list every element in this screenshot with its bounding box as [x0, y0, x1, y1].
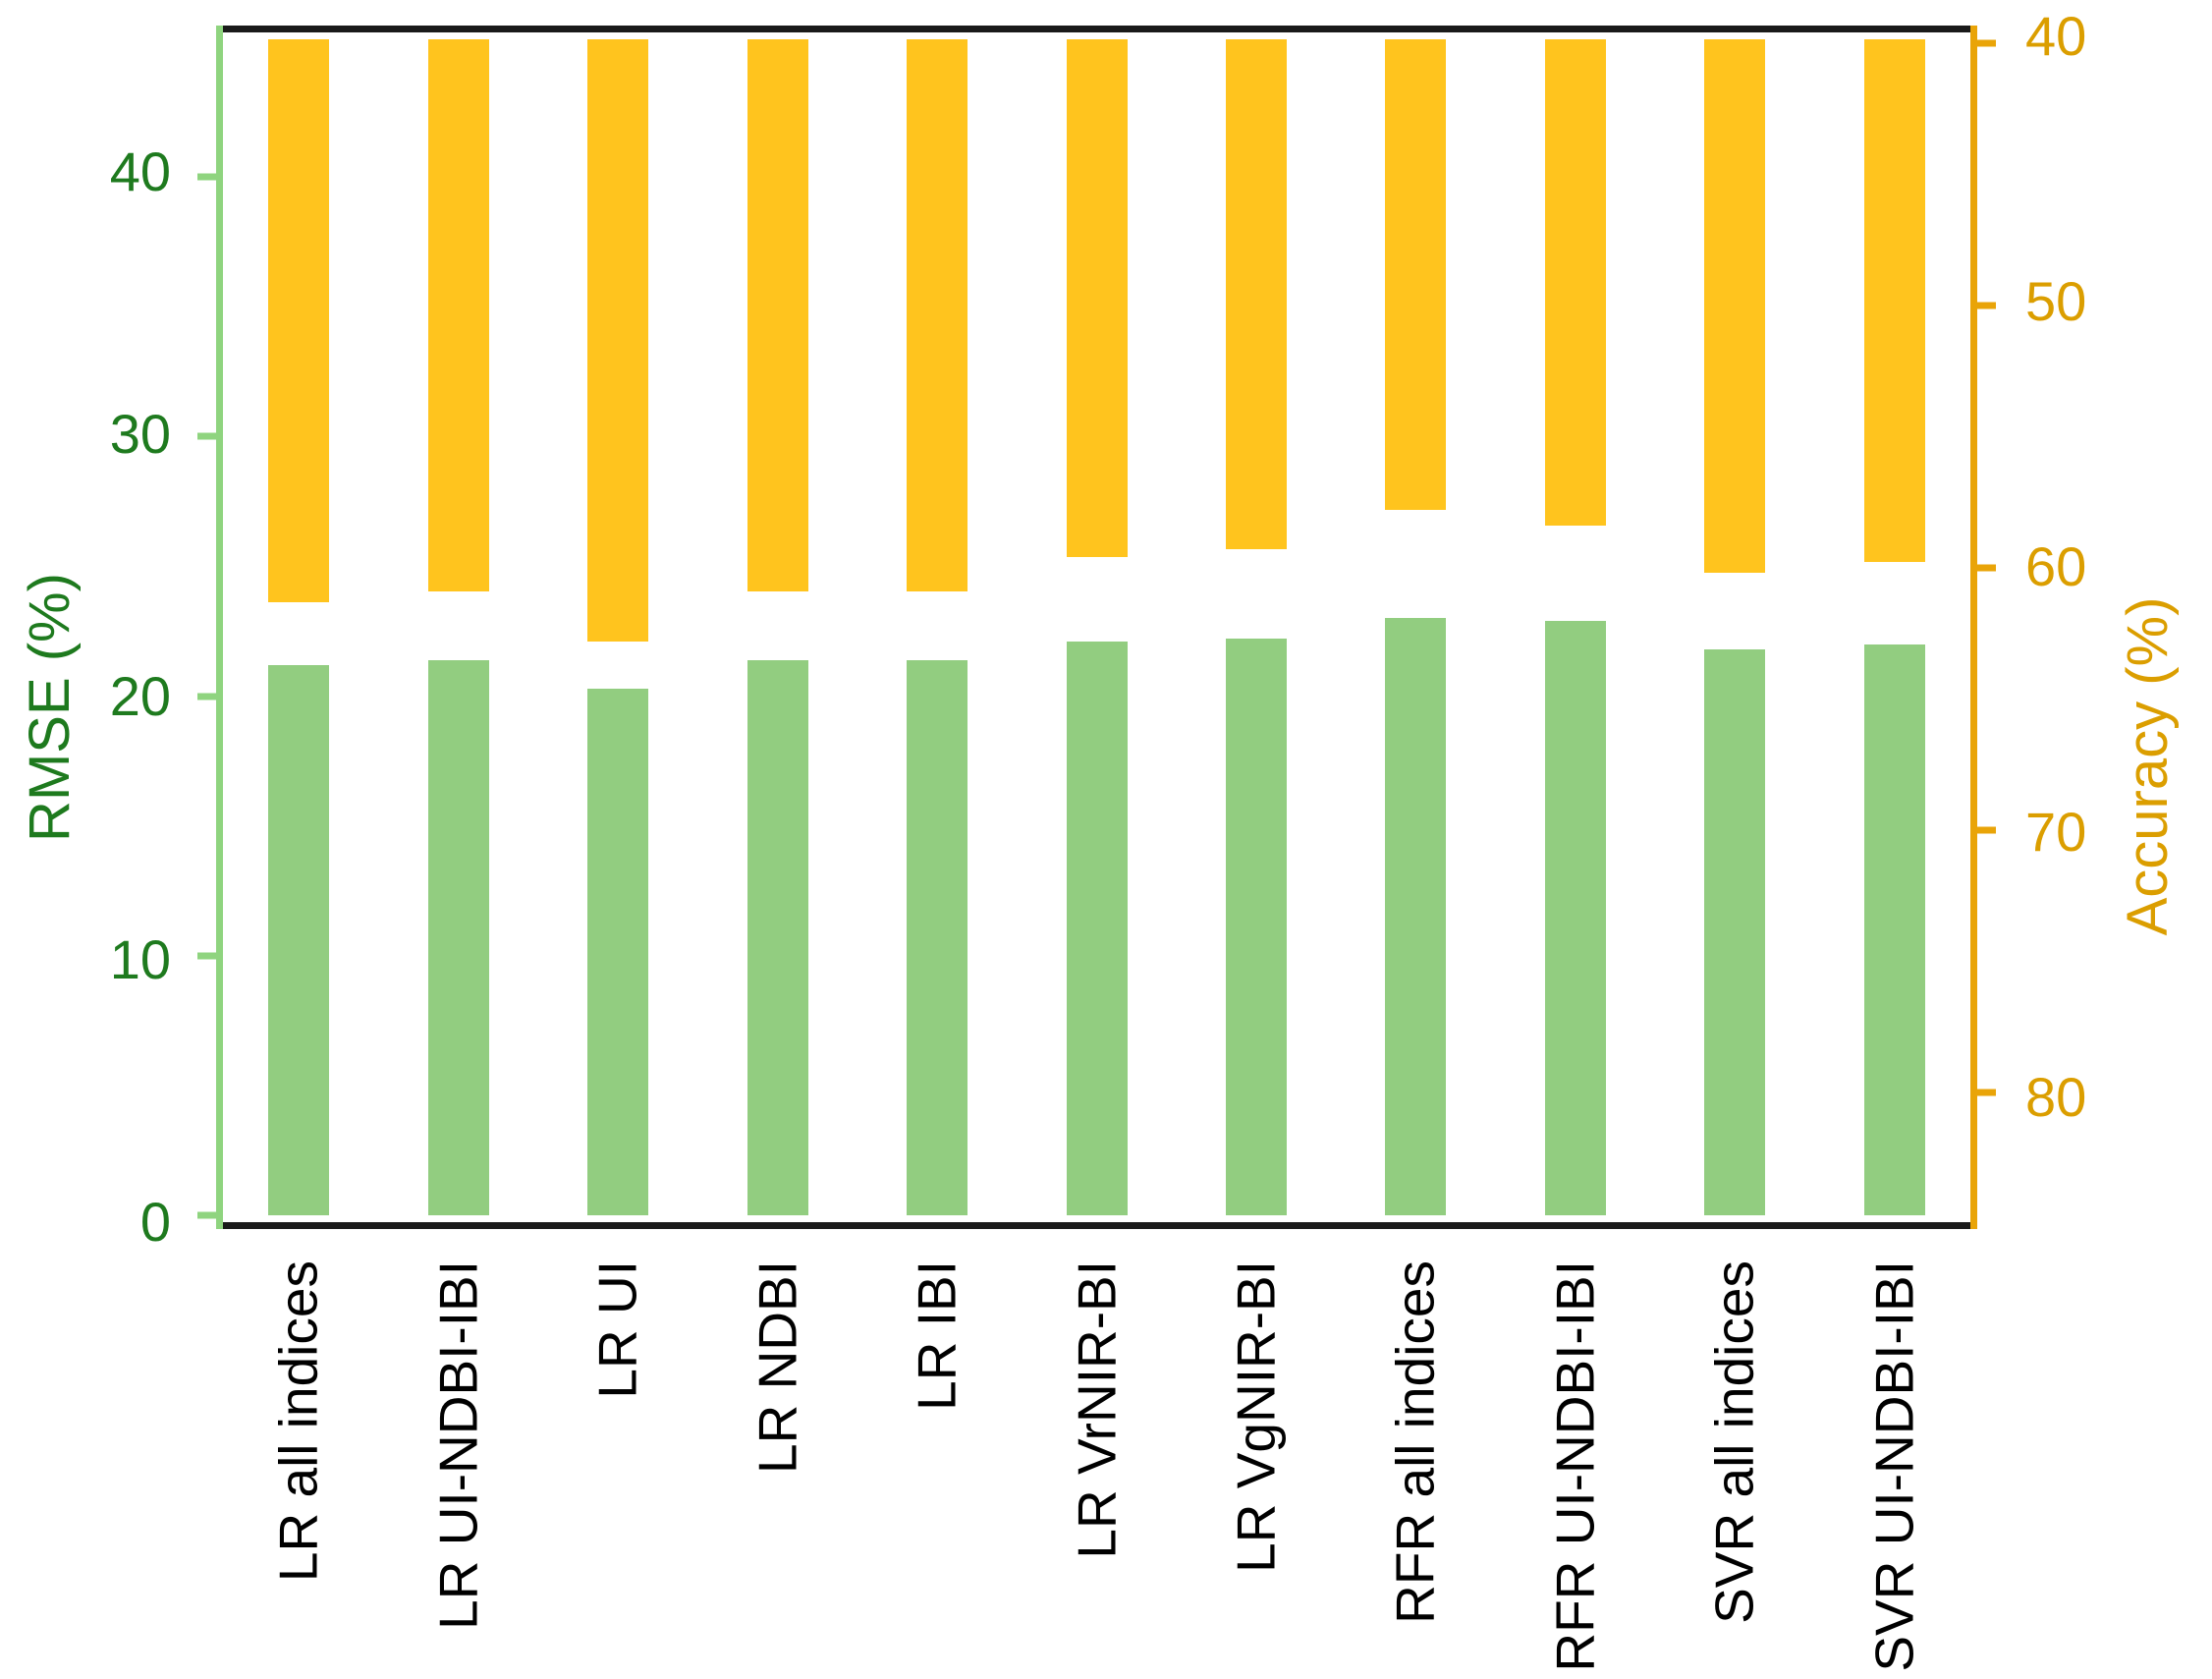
accuracy-bar	[907, 39, 968, 591]
x-axis-label: LR all indices	[267, 1260, 329, 1583]
x-axis-label: LR UI	[586, 1260, 648, 1399]
rmse-bar	[1544, 620, 1606, 1215]
right-axis-tick	[1977, 302, 1996, 309]
rmse-bar	[427, 659, 489, 1215]
left-axis-tick	[197, 173, 216, 181]
right-axis-tick-label: 50	[2025, 270, 2087, 333]
accuracy-bar	[1544, 39, 1606, 527]
accuracy-bar	[268, 39, 330, 602]
left-axis-tick	[197, 1211, 216, 1219]
rmse-bar	[268, 664, 330, 1215]
left-axis-tick	[197, 693, 216, 700]
left-axis-tick-labels: 0 10 20 30 40	[0, 32, 175, 1249]
rmse-bar	[1385, 618, 1447, 1215]
accuracy-bar	[587, 39, 649, 642]
left-axis-tick-label: 10	[109, 927, 171, 990]
plot-area	[197, 26, 1996, 1229]
accuracy-bar	[747, 39, 808, 591]
accuracy-bar	[427, 39, 489, 591]
left-axis-tick-label: 20	[109, 665, 171, 728]
rmse-bar	[587, 688, 649, 1215]
right-axis-tick-label: 80	[2025, 1066, 2087, 1129]
right-axis-tick	[1977, 564, 1996, 572]
right-axis-tick-label: 70	[2025, 801, 2087, 864]
x-axis-label: LR VgNIR-BI	[1225, 1260, 1287, 1573]
rmse-bar	[747, 659, 808, 1215]
left-axis-tick-label: 0	[139, 1191, 171, 1253]
rmse-bar	[1863, 644, 1925, 1215]
right-axis-tick-label: 60	[2025, 535, 2087, 598]
accuracy-bar	[1385, 39, 1447, 511]
x-axis-label: RFR UI-NDBI-IBI	[1544, 1260, 1606, 1672]
right-axis-line	[1970, 26, 1977, 1229]
x-axis-label: LR UI-NDBI-IBI	[427, 1260, 489, 1630]
rmse-bar	[907, 659, 968, 1215]
right-axis-tick	[1977, 39, 1996, 47]
x-axis-label: RFR all indices	[1384, 1260, 1446, 1624]
rmse-bar	[1066, 641, 1128, 1215]
left-axis-tick	[197, 432, 216, 440]
x-axis-label: SVR all indices	[1703, 1260, 1765, 1624]
right-axis-tick	[1977, 1089, 1996, 1096]
right-axis-tick-labels: 40 50 60 70 80	[2025, 8, 2192, 1222]
right-axis-tick	[1977, 826, 1996, 834]
x-axis-label: LR IBI	[906, 1260, 968, 1411]
left-axis-tick-label: 30	[109, 402, 171, 465]
left-axis-tick-label: 40	[109, 140, 171, 202]
left-axis-tick	[197, 952, 216, 960]
accuracy-bar	[1863, 39, 1925, 563]
x-axis-label: SVR UI-NDBI-IBI	[1863, 1260, 1925, 1672]
accuracy-bar	[1066, 39, 1128, 558]
accuracy-bar	[1704, 39, 1766, 574]
rmse-bar	[1225, 639, 1287, 1215]
x-axis-label: LR VrNIR-BI	[1066, 1260, 1127, 1559]
x-axis-labels: LR all indices LR UI-NDBI-IBI LR UI LR NDBI…	[219, 1260, 1974, 1679]
right-axis-tick-label: 40	[2025, 4, 2087, 67]
accuracy-bar	[1225, 39, 1287, 550]
x-axis-label: LR NDBI	[747, 1260, 808, 1474]
rmse-bar	[1704, 649, 1766, 1215]
left-axis-line	[216, 26, 223, 1229]
plot-inner	[197, 39, 1996, 1219]
